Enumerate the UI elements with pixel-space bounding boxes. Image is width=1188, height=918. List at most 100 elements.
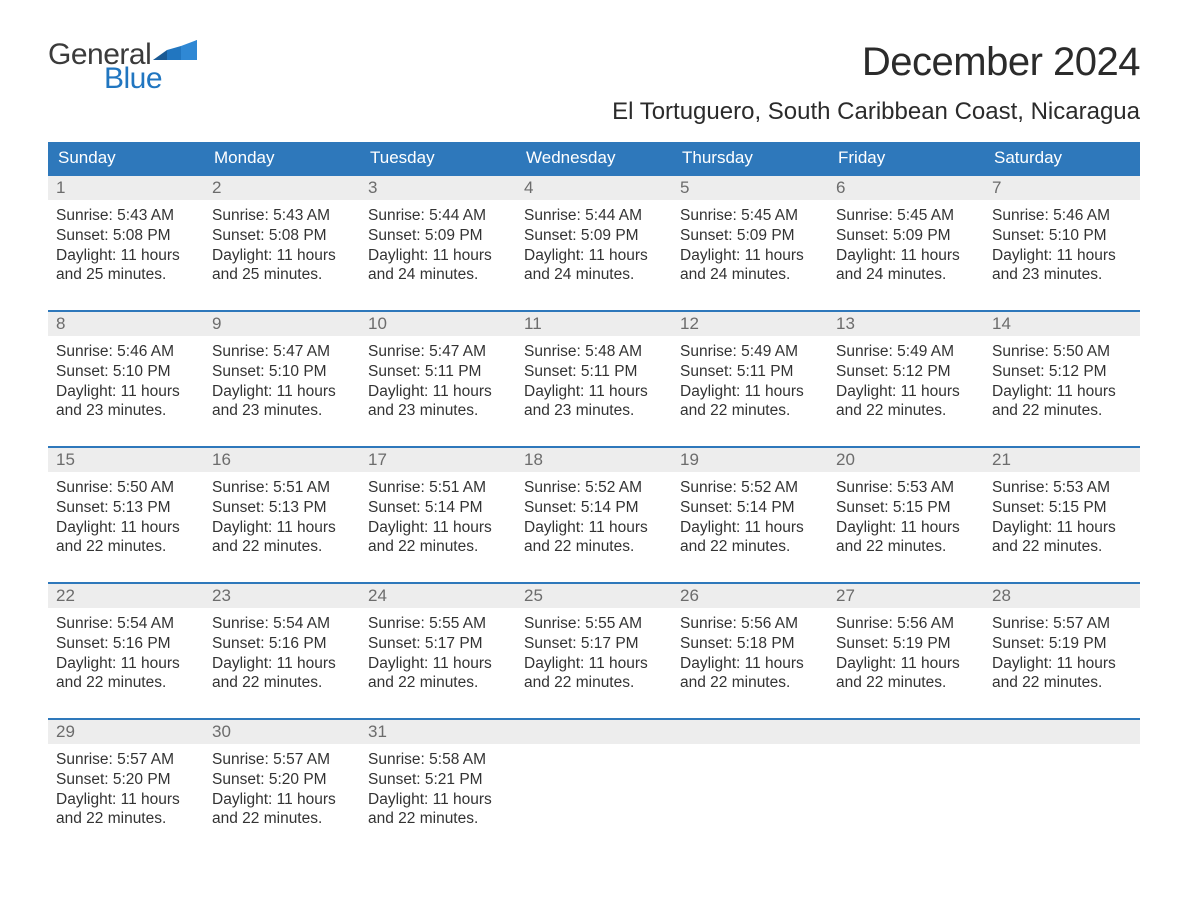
daylight-text-1: Daylight: 11 hours xyxy=(212,790,352,810)
calendar-daynum: 12 xyxy=(672,310,828,336)
daylight-text-1: Daylight: 11 hours xyxy=(992,518,1132,538)
calendar-daynum: 20 xyxy=(828,446,984,472)
sunset-text: Sunset: 5:14 PM xyxy=(524,498,664,518)
calendar-cell: Sunrise: 5:46 AMSunset: 5:10 PMDaylight:… xyxy=(48,336,204,446)
calendar-cell-body: Sunrise: 5:47 AMSunset: 5:11 PMDaylight:… xyxy=(360,336,516,439)
calendar-cell: Sunrise: 5:49 AMSunset: 5:11 PMDaylight:… xyxy=(672,336,828,446)
daylight-text-1: Daylight: 11 hours xyxy=(368,654,508,674)
calendar-daynum: 1 xyxy=(48,174,204,200)
daylight-text-2: and 22 minutes. xyxy=(836,401,976,421)
sunrise-text: Sunrise: 5:54 AM xyxy=(212,614,352,634)
sunset-text: Sunset: 5:16 PM xyxy=(56,634,196,654)
daylight-text-1: Daylight: 11 hours xyxy=(56,382,196,402)
calendar-cell-body: Sunrise: 5:57 AMSunset: 5:20 PMDaylight:… xyxy=(48,744,204,847)
sunset-text: Sunset: 5:10 PM xyxy=(992,226,1132,246)
calendar-cell: Sunrise: 5:46 AMSunset: 5:10 PMDaylight:… xyxy=(984,200,1140,310)
daylight-text-1: Daylight: 11 hours xyxy=(836,246,976,266)
calendar-daynum xyxy=(828,718,984,744)
daylight-text-2: and 22 minutes. xyxy=(680,401,820,421)
calendar-header-cell: Wednesday xyxy=(516,142,672,174)
calendar-daynum: 10 xyxy=(360,310,516,336)
calendar-cell-empty xyxy=(672,744,828,854)
calendar-cell: Sunrise: 5:52 AMSunset: 5:14 PMDaylight:… xyxy=(516,472,672,582)
daylight-text-2: and 24 minutes. xyxy=(524,265,664,285)
calendar-cell-body: Sunrise: 5:44 AMSunset: 5:09 PMDaylight:… xyxy=(516,200,672,303)
sunrise-text: Sunrise: 5:49 AM xyxy=(680,342,820,362)
sunrise-text: Sunrise: 5:46 AM xyxy=(56,342,196,362)
daylight-text-1: Daylight: 11 hours xyxy=(56,654,196,674)
daylight-text-1: Daylight: 11 hours xyxy=(368,790,508,810)
calendar-week-row: Sunrise: 5:57 AMSunset: 5:20 PMDaylight:… xyxy=(48,744,1140,854)
calendar-cell-body: Sunrise: 5:49 AMSunset: 5:11 PMDaylight:… xyxy=(672,336,828,439)
calendar-cell: Sunrise: 5:58 AMSunset: 5:21 PMDaylight:… xyxy=(360,744,516,854)
sunrise-text: Sunrise: 5:53 AM xyxy=(836,478,976,498)
calendar-cell: Sunrise: 5:56 AMSunset: 5:19 PMDaylight:… xyxy=(828,608,984,718)
sunset-text: Sunset: 5:08 PM xyxy=(212,226,352,246)
calendar-daynum-row: 22232425262728 xyxy=(48,582,1140,608)
calendar-daynum: 19 xyxy=(672,446,828,472)
calendar-cell: Sunrise: 5:51 AMSunset: 5:14 PMDaylight:… xyxy=(360,472,516,582)
calendar-cell-body: Sunrise: 5:57 AMSunset: 5:20 PMDaylight:… xyxy=(204,744,360,847)
sunrise-text: Sunrise: 5:48 AM xyxy=(524,342,664,362)
sunset-text: Sunset: 5:16 PM xyxy=(212,634,352,654)
calendar-cell-empty xyxy=(828,744,984,854)
daylight-text-1: Daylight: 11 hours xyxy=(524,654,664,674)
sunset-text: Sunset: 5:19 PM xyxy=(992,634,1132,654)
sunrise-text: Sunrise: 5:44 AM xyxy=(524,206,664,226)
daylight-text-1: Daylight: 11 hours xyxy=(212,246,352,266)
calendar-cell-body: Sunrise: 5:45 AMSunset: 5:09 PMDaylight:… xyxy=(672,200,828,303)
daylight-text-2: and 24 minutes. xyxy=(680,265,820,285)
sunset-text: Sunset: 5:10 PM xyxy=(56,362,196,382)
calendar-daynum: 23 xyxy=(204,582,360,608)
calendar-cell-body: Sunrise: 5:49 AMSunset: 5:12 PMDaylight:… xyxy=(828,336,984,439)
calendar-cell-body: Sunrise: 5:52 AMSunset: 5:14 PMDaylight:… xyxy=(672,472,828,575)
daylight-text-2: and 22 minutes. xyxy=(992,401,1132,421)
daylight-text-2: and 22 minutes. xyxy=(368,809,508,829)
calendar-cell: Sunrise: 5:44 AMSunset: 5:09 PMDaylight:… xyxy=(360,200,516,310)
sunrise-text: Sunrise: 5:50 AM xyxy=(992,342,1132,362)
calendar-week-row: Sunrise: 5:43 AMSunset: 5:08 PMDaylight:… xyxy=(48,200,1140,310)
daylight-text-1: Daylight: 11 hours xyxy=(212,518,352,538)
calendar-daynum xyxy=(516,718,672,744)
calendar-daynum: 16 xyxy=(204,446,360,472)
calendar-daynum xyxy=(984,718,1140,744)
calendar-daynum: 22 xyxy=(48,582,204,608)
header: General Blue December 2024 xyxy=(48,40,1140,94)
sunrise-text: Sunrise: 5:51 AM xyxy=(368,478,508,498)
daylight-text-1: Daylight: 11 hours xyxy=(992,246,1132,266)
sunset-text: Sunset: 5:09 PM xyxy=(368,226,508,246)
calendar-cell-body: Sunrise: 5:56 AMSunset: 5:19 PMDaylight:… xyxy=(828,608,984,711)
calendar-cell: Sunrise: 5:57 AMSunset: 5:20 PMDaylight:… xyxy=(204,744,360,854)
calendar-week-row: Sunrise: 5:54 AMSunset: 5:16 PMDaylight:… xyxy=(48,608,1140,718)
calendar-cell: Sunrise: 5:47 AMSunset: 5:10 PMDaylight:… xyxy=(204,336,360,446)
daylight-text-2: and 22 minutes. xyxy=(212,673,352,693)
daylight-text-2: and 22 minutes. xyxy=(836,673,976,693)
calendar-cell: Sunrise: 5:52 AMSunset: 5:14 PMDaylight:… xyxy=(672,472,828,582)
calendar-cell-body: Sunrise: 5:55 AMSunset: 5:17 PMDaylight:… xyxy=(360,608,516,711)
calendar-cell-body: Sunrise: 5:54 AMSunset: 5:16 PMDaylight:… xyxy=(48,608,204,711)
sunrise-text: Sunrise: 5:55 AM xyxy=(524,614,664,634)
calendar-week-row: Sunrise: 5:50 AMSunset: 5:13 PMDaylight:… xyxy=(48,472,1140,582)
daylight-text-2: and 23 minutes. xyxy=(524,401,664,421)
calendar-cell-body: Sunrise: 5:50 AMSunset: 5:12 PMDaylight:… xyxy=(984,336,1140,439)
logo-flag-icon xyxy=(153,40,197,64)
daylight-text-1: Daylight: 11 hours xyxy=(368,246,508,266)
calendar-cell: Sunrise: 5:55 AMSunset: 5:17 PMDaylight:… xyxy=(360,608,516,718)
daylight-text-2: and 23 minutes. xyxy=(56,401,196,421)
calendar-daynum: 21 xyxy=(984,446,1140,472)
calendar-week-row: Sunrise: 5:46 AMSunset: 5:10 PMDaylight:… xyxy=(48,336,1140,446)
sunset-text: Sunset: 5:14 PM xyxy=(368,498,508,518)
calendar-daynum-row: 1234567 xyxy=(48,174,1140,200)
sunset-text: Sunset: 5:09 PM xyxy=(524,226,664,246)
daylight-text-1: Daylight: 11 hours xyxy=(56,246,196,266)
calendar-cell-body: Sunrise: 5:56 AMSunset: 5:18 PMDaylight:… xyxy=(672,608,828,711)
daylight-text-1: Daylight: 11 hours xyxy=(524,246,664,266)
sunrise-text: Sunrise: 5:45 AM xyxy=(680,206,820,226)
sunset-text: Sunset: 5:08 PM xyxy=(56,226,196,246)
daylight-text-2: and 22 minutes. xyxy=(56,537,196,557)
sunset-text: Sunset: 5:17 PM xyxy=(368,634,508,654)
sunrise-text: Sunrise: 5:44 AM xyxy=(368,206,508,226)
calendar-cell-body: Sunrise: 5:43 AMSunset: 5:08 PMDaylight:… xyxy=(48,200,204,303)
calendar-cell: Sunrise: 5:50 AMSunset: 5:12 PMDaylight:… xyxy=(984,336,1140,446)
calendar-cell: Sunrise: 5:54 AMSunset: 5:16 PMDaylight:… xyxy=(48,608,204,718)
